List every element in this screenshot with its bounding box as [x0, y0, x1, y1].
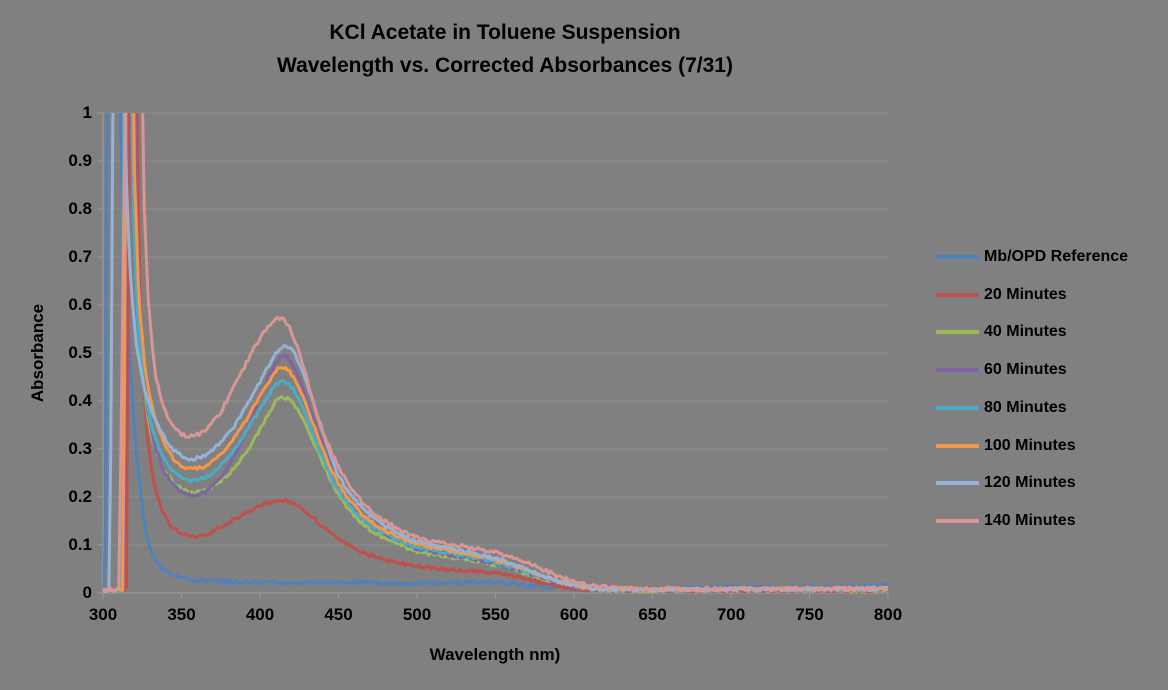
x-tick-label: 350	[167, 605, 196, 624]
y-tick-label: 0.4	[68, 391, 92, 410]
x-tick-label: 500	[402, 605, 432, 624]
x-tick-label: 550	[481, 605, 510, 624]
series-line-40-minutes	[103, 113, 888, 593]
x-axis-title: Wavelength nm)	[429, 645, 561, 664]
y-tick-label: 0.7	[68, 247, 92, 266]
series-line-120-minutes	[103, 113, 888, 593]
chart-title: KCl Acetate in Toluene Suspension Wavele…	[0, 16, 1010, 82]
y-tick-label: 0	[82, 583, 92, 602]
chart-title-line2: Wavelength vs. Corrected Absorbances (7/…	[277, 54, 733, 77]
x-tick-label: 700	[716, 605, 746, 624]
y-tick-label: 0.9	[68, 151, 92, 170]
y-tick-label: 0.8	[68, 199, 92, 218]
series-line-140-minutes	[103, 113, 888, 593]
x-tick-label: 750	[795, 605, 824, 624]
series-line-20-minutes	[103, 113, 888, 593]
series-line-mb-opd-reference	[103, 113, 888, 593]
y-tick-label: 0.5	[68, 343, 92, 362]
x-tick-label: 800	[873, 605, 903, 624]
x-tick-label: 600	[559, 605, 589, 624]
series-line-100-minutes	[103, 113, 888, 593]
x-tick-label: 450	[324, 605, 353, 624]
x-tick-label: 650	[638, 605, 667, 624]
chart-title-line1: KCl Acetate in Toluene Suspension	[329, 21, 681, 44]
y-tick-label: 0.2	[68, 487, 92, 506]
x-tick-label: 300	[88, 605, 118, 624]
y-tick-label: 0.3	[68, 439, 92, 458]
y-tick-label: 0.1	[68, 535, 92, 554]
series-line-80-minutes	[103, 113, 888, 593]
y-tick-label: 1	[82, 103, 92, 122]
series-line-60-minutes	[103, 113, 888, 593]
x-tick-label: 400	[245, 605, 275, 624]
y-tick-label: 0.6	[68, 295, 92, 314]
